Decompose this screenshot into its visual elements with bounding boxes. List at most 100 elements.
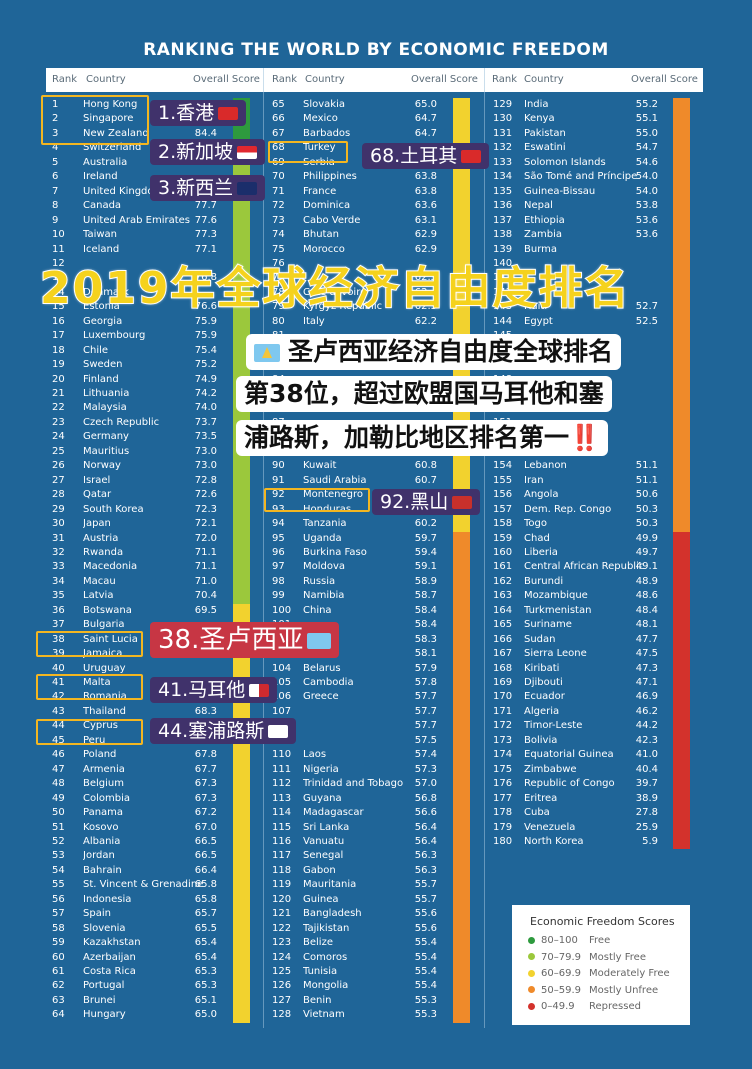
rank-cell: 31 — [52, 532, 65, 544]
label-saint-lucia: 38.圣卢西亚 — [150, 622, 340, 658]
rank-cell: 133 — [493, 156, 513, 168]
country-cell: Indonesia — [83, 893, 132, 905]
table-row: 32 Rwanda 71.1 — [52, 546, 232, 560]
rank-cell: 50 — [52, 807, 65, 819]
rank-cell: 165 — [493, 619, 513, 631]
table-row: 39 Jamaica — [52, 647, 232, 661]
country-cell: Qatar — [83, 489, 112, 501]
country-cell: Timor-Leste — [524, 720, 583, 732]
country-cell: Guinea — [303, 893, 339, 905]
table-row: 24 Germany 73.5 — [52, 430, 232, 444]
rank-cell: 55 — [52, 879, 65, 891]
score-cell: 65.0 — [194, 1009, 217, 1021]
rank-cell: 13 — [52, 272, 65, 284]
score-cell: 51.1 — [635, 460, 658, 472]
table-row: 43 Thailand 68.3 — [52, 705, 232, 719]
rank-cell: 99 — [272, 590, 285, 602]
rank-cell: 113 — [272, 792, 292, 804]
country-cell: Haiti — [524, 301, 548, 313]
table-row: 141 — [493, 271, 673, 285]
rank-cell: 6 — [52, 171, 59, 183]
score-cell: 56.6 — [414, 807, 437, 819]
rank-cell: 162 — [493, 575, 513, 587]
table-row: 169 Djibouti 47.1 — [493, 676, 673, 690]
table-row: 67 Barbados 64.7 — [272, 127, 452, 141]
table-row: 94 Tanzania 60.2 — [272, 517, 452, 531]
rank-cell: 26 — [52, 460, 65, 472]
legend-range: 0–49.9 — [541, 1001, 575, 1012]
country-cell: Tunisia — [303, 966, 338, 977]
rank-cell: 178 — [493, 807, 513, 819]
country-cell: Dominica — [303, 200, 351, 212]
rank-cell: 23 — [52, 416, 65, 428]
country-cell: Armenia — [83, 763, 125, 775]
score-cell: 57.7 — [414, 691, 437, 703]
table-row: 155 Iran 51.1 — [493, 474, 673, 488]
table-row: 2 Singapore — [52, 112, 232, 126]
rank-cell: 67 — [272, 127, 285, 139]
score-cell: 63.8 — [414, 185, 437, 197]
country-cell: Vanuatu — [303, 835, 345, 847]
country-cell: Senegal — [303, 850, 344, 862]
table-row: 51 Kosovo 67.0 — [52, 821, 232, 835]
country-cell: Nigeria — [303, 763, 339, 775]
country-cell: Panama — [83, 807, 124, 819]
rank-cell: 61 — [52, 966, 65, 977]
country-cell: Cyprus — [83, 720, 118, 732]
country-cell: Malta — [83, 677, 111, 688]
rank-cell: 120 — [272, 893, 292, 905]
table-row: 62 Portugal 65.3 — [52, 979, 232, 993]
country-cell: Saudi Arabia — [303, 474, 367, 486]
score-cell: 55.1 — [635, 113, 658, 125]
score-cell: 65.3 — [194, 980, 217, 992]
score-cell: 77.3 — [194, 229, 217, 241]
table-row: 30 Japan 72.1 — [52, 517, 232, 531]
country-cell: Bulgaria — [83, 619, 125, 631]
score-cell: 74.2 — [194, 388, 217, 399]
rank-cell: 92 — [272, 489, 285, 501]
rank-cell: 21 — [52, 388, 65, 399]
country-cell: Mauritius — [83, 445, 130, 457]
rank-cell: 118 — [272, 864, 292, 876]
table-row: 180 North Korea 5.9 — [493, 835, 673, 849]
header-score: Overall Score — [631, 74, 698, 85]
rank-cell: 174 — [493, 749, 513, 761]
score-color-bar — [453, 531, 470, 1023]
legend-label: Moderately Free — [589, 968, 670, 979]
score-cell: 70.4 — [194, 590, 217, 602]
table-row: 168 Kiribati 47.3 — [493, 662, 673, 676]
score-cell: 55.3 — [414, 994, 437, 1006]
table-row: 161 Central African Republic 49.1 — [493, 560, 673, 574]
rank-cell: 132 — [493, 142, 513, 154]
table-row: 128 Vietnam 55.3 — [272, 1008, 452, 1022]
country-cell: Togo — [524, 518, 547, 530]
rank-cell: 144 — [493, 315, 513, 327]
table-row: 10 Taiwan 77.3 — [52, 228, 232, 242]
score-cell: 68.3 — [194, 705, 217, 717]
country-cell: Malaysia — [83, 402, 127, 414]
label-hong-kong: 1.香港 — [150, 100, 247, 126]
table-row: 63 Brunei 65.1 — [52, 994, 232, 1008]
country-cell: Switzerland — [83, 142, 142, 154]
rank-cell: 179 — [493, 821, 513, 833]
rank-cell: 135 — [493, 185, 513, 197]
rank-cell: 124 — [272, 951, 292, 963]
country-cell: Germany — [83, 431, 129, 443]
table-row: 18 Chile 75.4 — [52, 344, 232, 358]
score-cell: 71.0 — [194, 575, 217, 587]
saint-lucia-flag-icon — [254, 344, 280, 362]
table-row: 91 Saudi Arabia 60.7 — [272, 474, 452, 488]
country-cell: Pakistan — [524, 127, 566, 139]
country-cell: Kiribati — [524, 662, 560, 674]
table-row: 57 Spain 65.7 — [52, 907, 232, 921]
country-cell: New Zealand — [83, 127, 149, 139]
country-cell: Kazakhstan — [83, 937, 141, 949]
rank-cell: 38 — [52, 633, 65, 645]
score-cell: 74.9 — [194, 373, 217, 385]
note-line-1: 圣卢西亚经济自由度全球排名 — [246, 334, 622, 370]
table-row: 176 Republic of Congo 39.7 — [493, 777, 673, 791]
rank-cell: 80 — [272, 315, 285, 327]
score-cell: 55.0 — [635, 127, 658, 139]
score-cell: 59.4 — [414, 546, 437, 558]
table-row: 70 Philippines 63.8 — [272, 170, 452, 184]
